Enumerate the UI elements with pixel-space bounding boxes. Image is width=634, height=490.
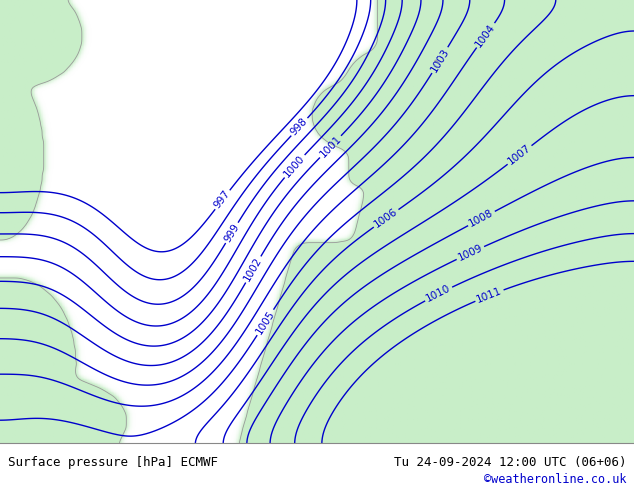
Text: 1006: 1006 bbox=[373, 207, 399, 230]
Text: 1005: 1005 bbox=[254, 309, 276, 336]
Text: 1001: 1001 bbox=[318, 134, 343, 160]
Text: 1007: 1007 bbox=[506, 143, 533, 167]
Text: 1003: 1003 bbox=[429, 47, 451, 74]
Text: 1004: 1004 bbox=[474, 22, 497, 49]
Text: 1010: 1010 bbox=[425, 283, 453, 304]
Text: Surface pressure [hPa] ECMWF: Surface pressure [hPa] ECMWF bbox=[8, 457, 217, 469]
Text: 997: 997 bbox=[212, 189, 233, 211]
Text: 1000: 1000 bbox=[282, 153, 307, 179]
Text: 1009: 1009 bbox=[456, 243, 484, 263]
Text: 999: 999 bbox=[223, 222, 242, 244]
Text: 1008: 1008 bbox=[467, 208, 495, 229]
Text: ©weatheronline.co.uk: ©weatheronline.co.uk bbox=[484, 473, 626, 486]
Text: Tu 24-09-2024 12:00 UTC (06+06): Tu 24-09-2024 12:00 UTC (06+06) bbox=[394, 457, 626, 469]
Text: 1002: 1002 bbox=[242, 256, 264, 283]
Text: 998: 998 bbox=[289, 116, 310, 138]
Text: 1011: 1011 bbox=[476, 286, 503, 305]
